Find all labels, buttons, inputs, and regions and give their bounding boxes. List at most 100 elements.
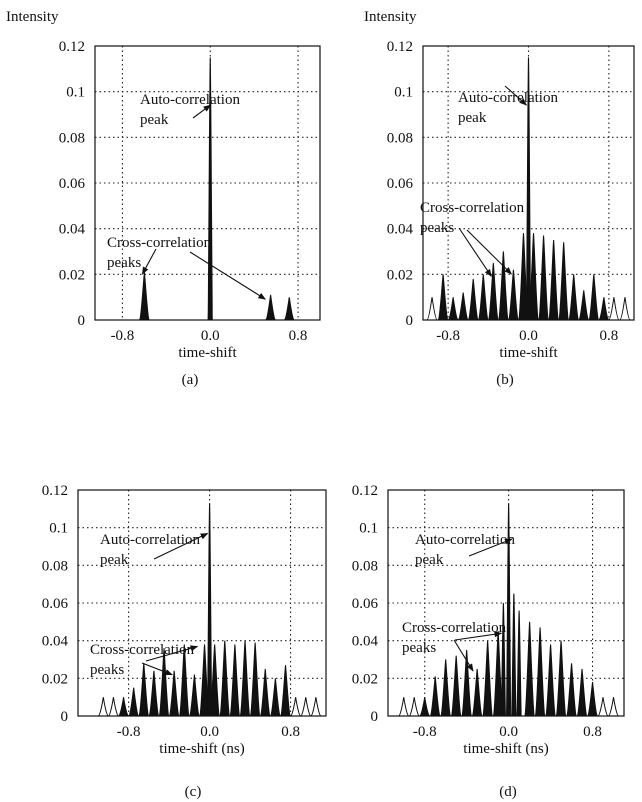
- x-tick-label: 0.0: [499, 724, 518, 740]
- panel-b: 0 0.02 0.04 0.06 0.08 0.1 0.12 -0.8 0.0 0.8 time-s…: [364, 9, 635, 388]
- auto-correlation-annotation: Auto-correlation peak: [415, 532, 515, 568]
- peak-21: [300, 697, 312, 717]
- peak-17: [259, 668, 271, 717]
- panel-label: (b): [496, 372, 514, 388]
- y-tick-label: 0.04: [59, 222, 86, 238]
- peak-0: [398, 697, 410, 717]
- peak-15: [239, 640, 251, 717]
- peak-17: [555, 640, 567, 717]
- peak-20: [586, 682, 599, 717]
- annotation-arrow: [458, 227, 492, 277]
- x-tick-label: 0.0: [201, 328, 220, 344]
- y-tick-label: 0.08: [59, 130, 85, 146]
- auto-correlation-annotation: Auto-correlation peak: [100, 532, 200, 568]
- peak-4: [440, 659, 452, 717]
- peak-20: [619, 297, 631, 321]
- peak-14: [558, 242, 570, 321]
- y-tick-label: 0.08: [387, 130, 413, 146]
- annotation-arrow: [468, 538, 513, 557]
- annotation-arrow: [453, 639, 474, 672]
- cross-correlation-annotation: Cross-correlation peaks: [90, 642, 195, 678]
- annotation-arrow: [192, 104, 212, 119]
- cross-correlation-annotation: Cross-correlation peaks: [420, 200, 525, 236]
- y-tick-label: 0.1: [66, 85, 85, 101]
- x-tick-label: -0.8: [111, 328, 135, 344]
- annotation-arrow: [189, 251, 266, 300]
- peak-10: [500, 602, 507, 717]
- y-tick-label: 0: [371, 709, 379, 725]
- y-tick-label: 0.02: [42, 671, 68, 687]
- peak-7: [168, 670, 180, 717]
- y-tick-label: 0.08: [42, 558, 68, 574]
- y-tick-label: 0.06: [387, 176, 414, 192]
- peak-15: [534, 627, 546, 717]
- peak-22: [310, 697, 322, 717]
- peak-11: [206, 503, 213, 717]
- peak-5: [450, 655, 462, 717]
- peak-8: [178, 644, 190, 717]
- peak-7: [497, 251, 509, 321]
- plot-frame: [422, 45, 635, 321]
- y-tick-label: 0.06: [352, 596, 379, 612]
- x-axis-label: time-shift: [178, 345, 237, 361]
- panel-c: 0 0.02 0.04 0.06 0.08 0.1 0.12 -0.8 0.0 0.8 time-s…: [42, 483, 327, 800]
- peak-4: [467, 278, 479, 321]
- plot-frame: [94, 45, 321, 321]
- peak-19: [576, 668, 588, 717]
- peak-16: [249, 642, 261, 717]
- peak-12: [209, 644, 221, 717]
- peak-1: [107, 697, 120, 717]
- annotation-arrow: [454, 631, 503, 641]
- y-tick-label: 0.06: [42, 596, 69, 612]
- peak-9: [188, 674, 201, 717]
- peak-0: [97, 697, 109, 717]
- peak-2: [447, 297, 459, 321]
- x-tick-label: 0.0: [200, 724, 219, 740]
- x-tick-label: -0.8: [436, 328, 460, 344]
- x-tick-label: -0.8: [413, 724, 437, 740]
- y-tick-label: 0.12: [59, 39, 85, 55]
- y-tick-label: 0.1: [394, 85, 413, 101]
- peak-2: [117, 697, 130, 717]
- peak-13: [548, 240, 560, 321]
- auto-correlation-annotation: Auto-correlation peak: [458, 90, 558, 126]
- peak-2: [264, 294, 277, 321]
- annotation-arrow: [153, 532, 209, 560]
- y-tick-label: 0: [78, 313, 86, 329]
- plot-frame: [77, 489, 327, 717]
- y-axis-label: Intensity: [364, 9, 417, 25]
- panel-a: 0 0.02 0.04 0.06 0.08 0.1 0.12 -0.8 0.0 0.8 time-s…: [6, 9, 321, 388]
- plot-frame: [387, 489, 625, 717]
- peak-17: [588, 274, 600, 321]
- y-tick-label: 0.06: [59, 176, 86, 192]
- peak-13: [516, 610, 523, 717]
- peak-6: [461, 650, 473, 717]
- y-axis-label: Intensity: [6, 9, 59, 25]
- y-tick-label: 0.12: [352, 483, 378, 499]
- peak-3: [128, 687, 140, 717]
- peak-20: [290, 697, 302, 717]
- y-tick-label: 0.08: [352, 558, 378, 574]
- peak-22: [607, 697, 620, 717]
- x-tick-label: -0.8: [117, 724, 141, 740]
- peak-6: [158, 648, 170, 717]
- peak-10: [525, 57, 532, 321]
- y-tick-label: 0.02: [59, 267, 85, 283]
- peak-2: [419, 697, 431, 717]
- peak-16: [578, 290, 590, 321]
- peak-3: [429, 676, 441, 717]
- peak-11: [505, 503, 512, 717]
- peak-12: [510, 593, 517, 717]
- peak-1: [408, 697, 420, 717]
- x-tick-label: 0.8: [281, 724, 300, 740]
- peak-5: [477, 274, 489, 321]
- y-tick-label: 0: [61, 709, 69, 725]
- peak-11: [527, 233, 540, 321]
- x-tick-label: 0.8: [583, 724, 602, 740]
- peak-7: [471, 668, 483, 717]
- peak-8: [507, 269, 520, 321]
- y-tick-label: 0.04: [42, 634, 69, 650]
- peak-14: [229, 644, 241, 717]
- annotation-arrow: [141, 662, 173, 676]
